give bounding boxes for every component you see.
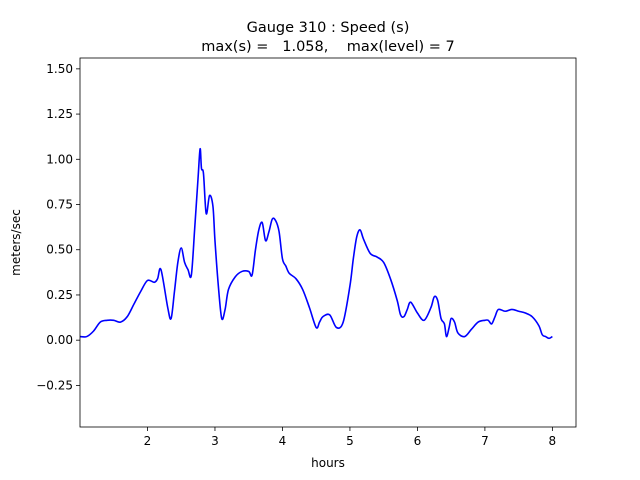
y-tick-label: 0.75 xyxy=(46,198,73,212)
chart-title: Gauge 310 : Speed (s) xyxy=(247,20,410,36)
y-tick-label: −0.25 xyxy=(36,378,73,392)
y-tick-label: 1.50 xyxy=(46,62,73,76)
x-tick-label: 3 xyxy=(211,434,219,448)
x-tick-label: 6 xyxy=(414,434,422,448)
x-tick-label: 7 xyxy=(481,434,489,448)
y-tick-label: 1.00 xyxy=(46,152,73,166)
y-axis-label: meters/sec xyxy=(9,209,23,276)
plot-layer xyxy=(79,147,553,340)
axes-frame xyxy=(79,57,577,428)
y-tick-label: 0.25 xyxy=(46,288,73,302)
x-tick-label: 5 xyxy=(346,434,354,448)
speed-series-line xyxy=(79,147,553,340)
x-tick-label: 2 xyxy=(144,434,152,448)
x-axis-label: hours xyxy=(311,456,345,470)
ticks-layer: 2 3 4 5 6 7 8 −0.25 0.00 0.25 0.50 0.75 1.00 1.25 1.50 xyxy=(36,62,556,448)
x-tick-label: 4 xyxy=(279,434,287,448)
chart-subtitle: max(s) = 1.058, max(level) = 7 xyxy=(201,39,455,55)
x-tick-label: 8 xyxy=(549,434,557,448)
y-tick-label: 0.50 xyxy=(46,243,73,257)
y-tick-label: 1.25 xyxy=(46,107,73,121)
y-tick-label: 0.00 xyxy=(46,333,73,347)
